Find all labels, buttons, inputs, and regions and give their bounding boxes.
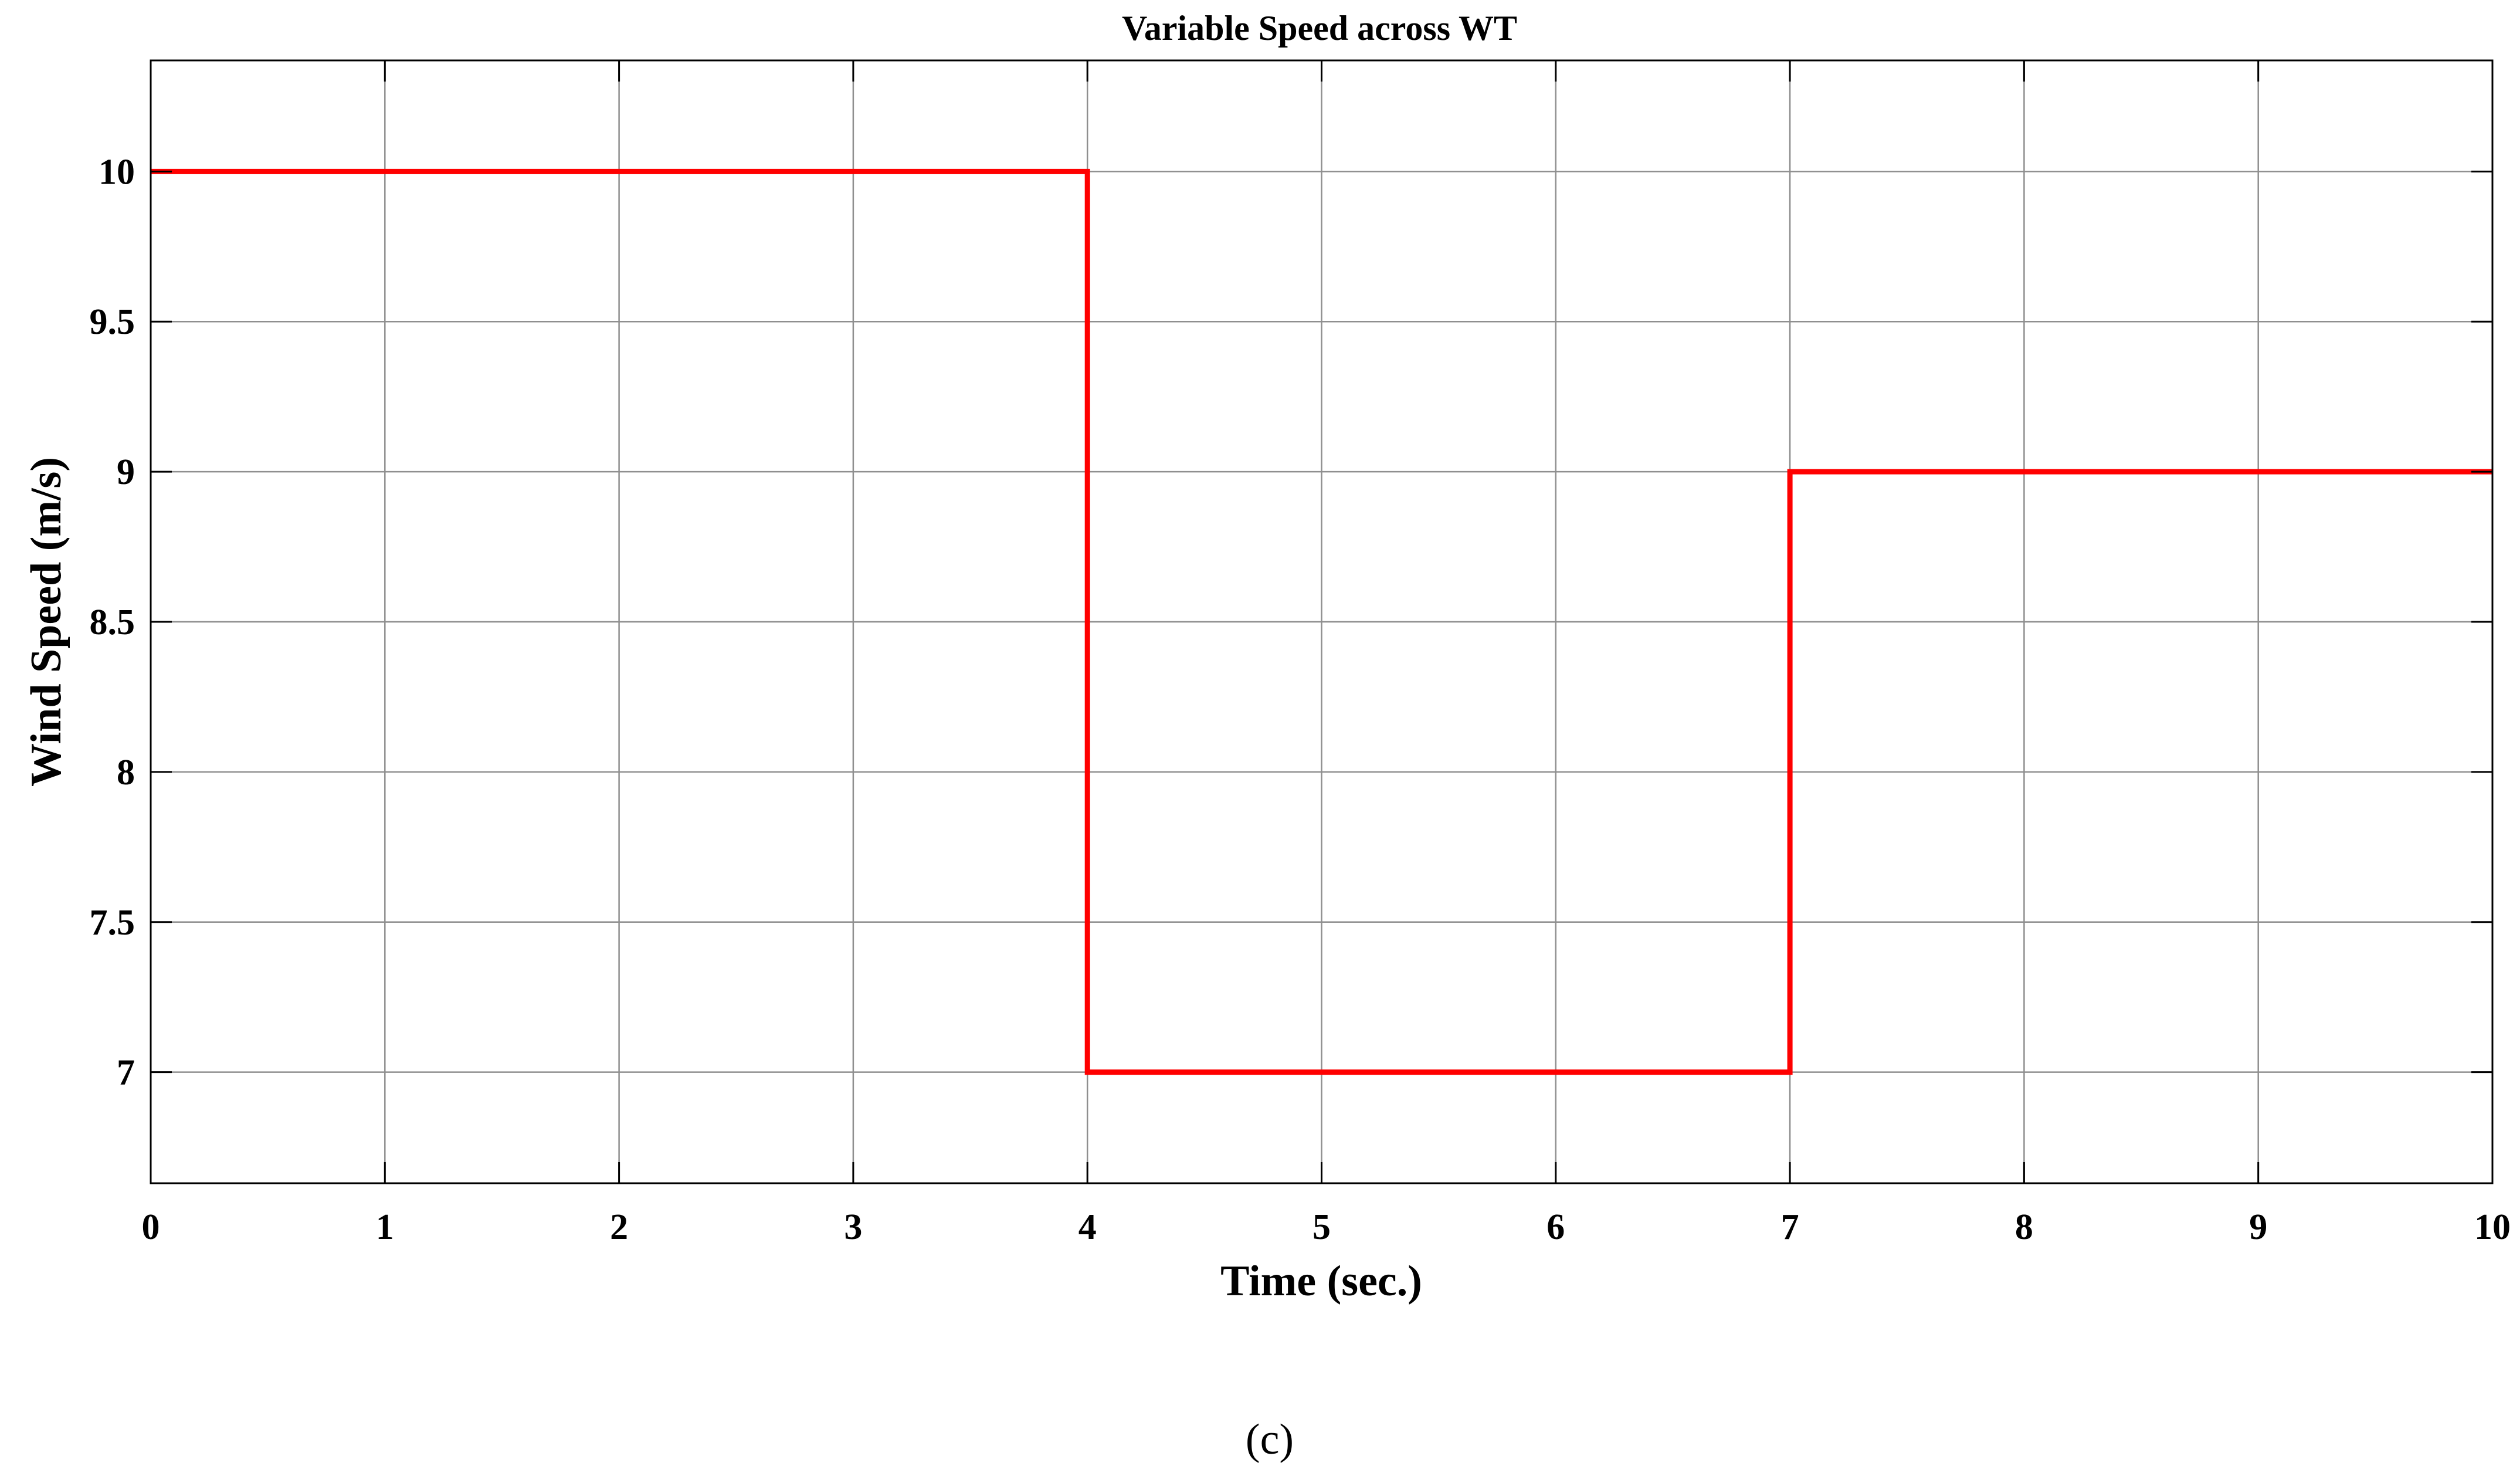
x-tick-label: 2 bbox=[610, 1207, 628, 1247]
y-tick-label: 9.5 bbox=[90, 302, 135, 342]
y-tick-label: 7 bbox=[117, 1053, 135, 1093]
y-tick-label: 8 bbox=[117, 753, 135, 793]
x-tick-label: 1 bbox=[376, 1207, 394, 1247]
y-tick-labels: 7 7.5 8 8.5 9 9.5 10 bbox=[90, 152, 135, 1092]
x-tick-label: 9 bbox=[2249, 1207, 2267, 1247]
x-tick-label: 8 bbox=[2015, 1207, 2033, 1247]
y-tick-label: 8.5 bbox=[90, 602, 135, 642]
chart-title: Variable Speed across WT bbox=[1122, 9, 1517, 48]
x-tick-label: 10 bbox=[2474, 1207, 2511, 1247]
x-tick-label: 6 bbox=[1546, 1207, 1565, 1247]
y-tick-label: 7.5 bbox=[90, 903, 135, 943]
series-layer bbox=[151, 168, 2492, 1075]
y-axis-label: Wind Speed (m/s) bbox=[22, 457, 70, 787]
axis-ticks bbox=[150, 60, 2494, 1183]
x-tick-label: 4 bbox=[1078, 1207, 1097, 1247]
x-tick-labels: 0 1 2 3 4 5 6 7 8 9 10 bbox=[142, 1207, 2511, 1247]
x-tick-label: 0 bbox=[142, 1207, 160, 1247]
wind-speed-series-line bbox=[151, 168, 2492, 1075]
x-tick-label: 5 bbox=[1312, 1207, 1331, 1247]
x-tick-label: 7 bbox=[1781, 1207, 1799, 1247]
y-tick-label: 9 bbox=[117, 452, 135, 492]
panel-label: (c) bbox=[1246, 1416, 1294, 1464]
y-tick-label: 10 bbox=[99, 152, 135, 192]
x-axis-label: Time (sec.) bbox=[1220, 1257, 1422, 1305]
x-tick-label: 3 bbox=[844, 1207, 862, 1247]
grid-lines bbox=[150, 60, 2494, 1183]
